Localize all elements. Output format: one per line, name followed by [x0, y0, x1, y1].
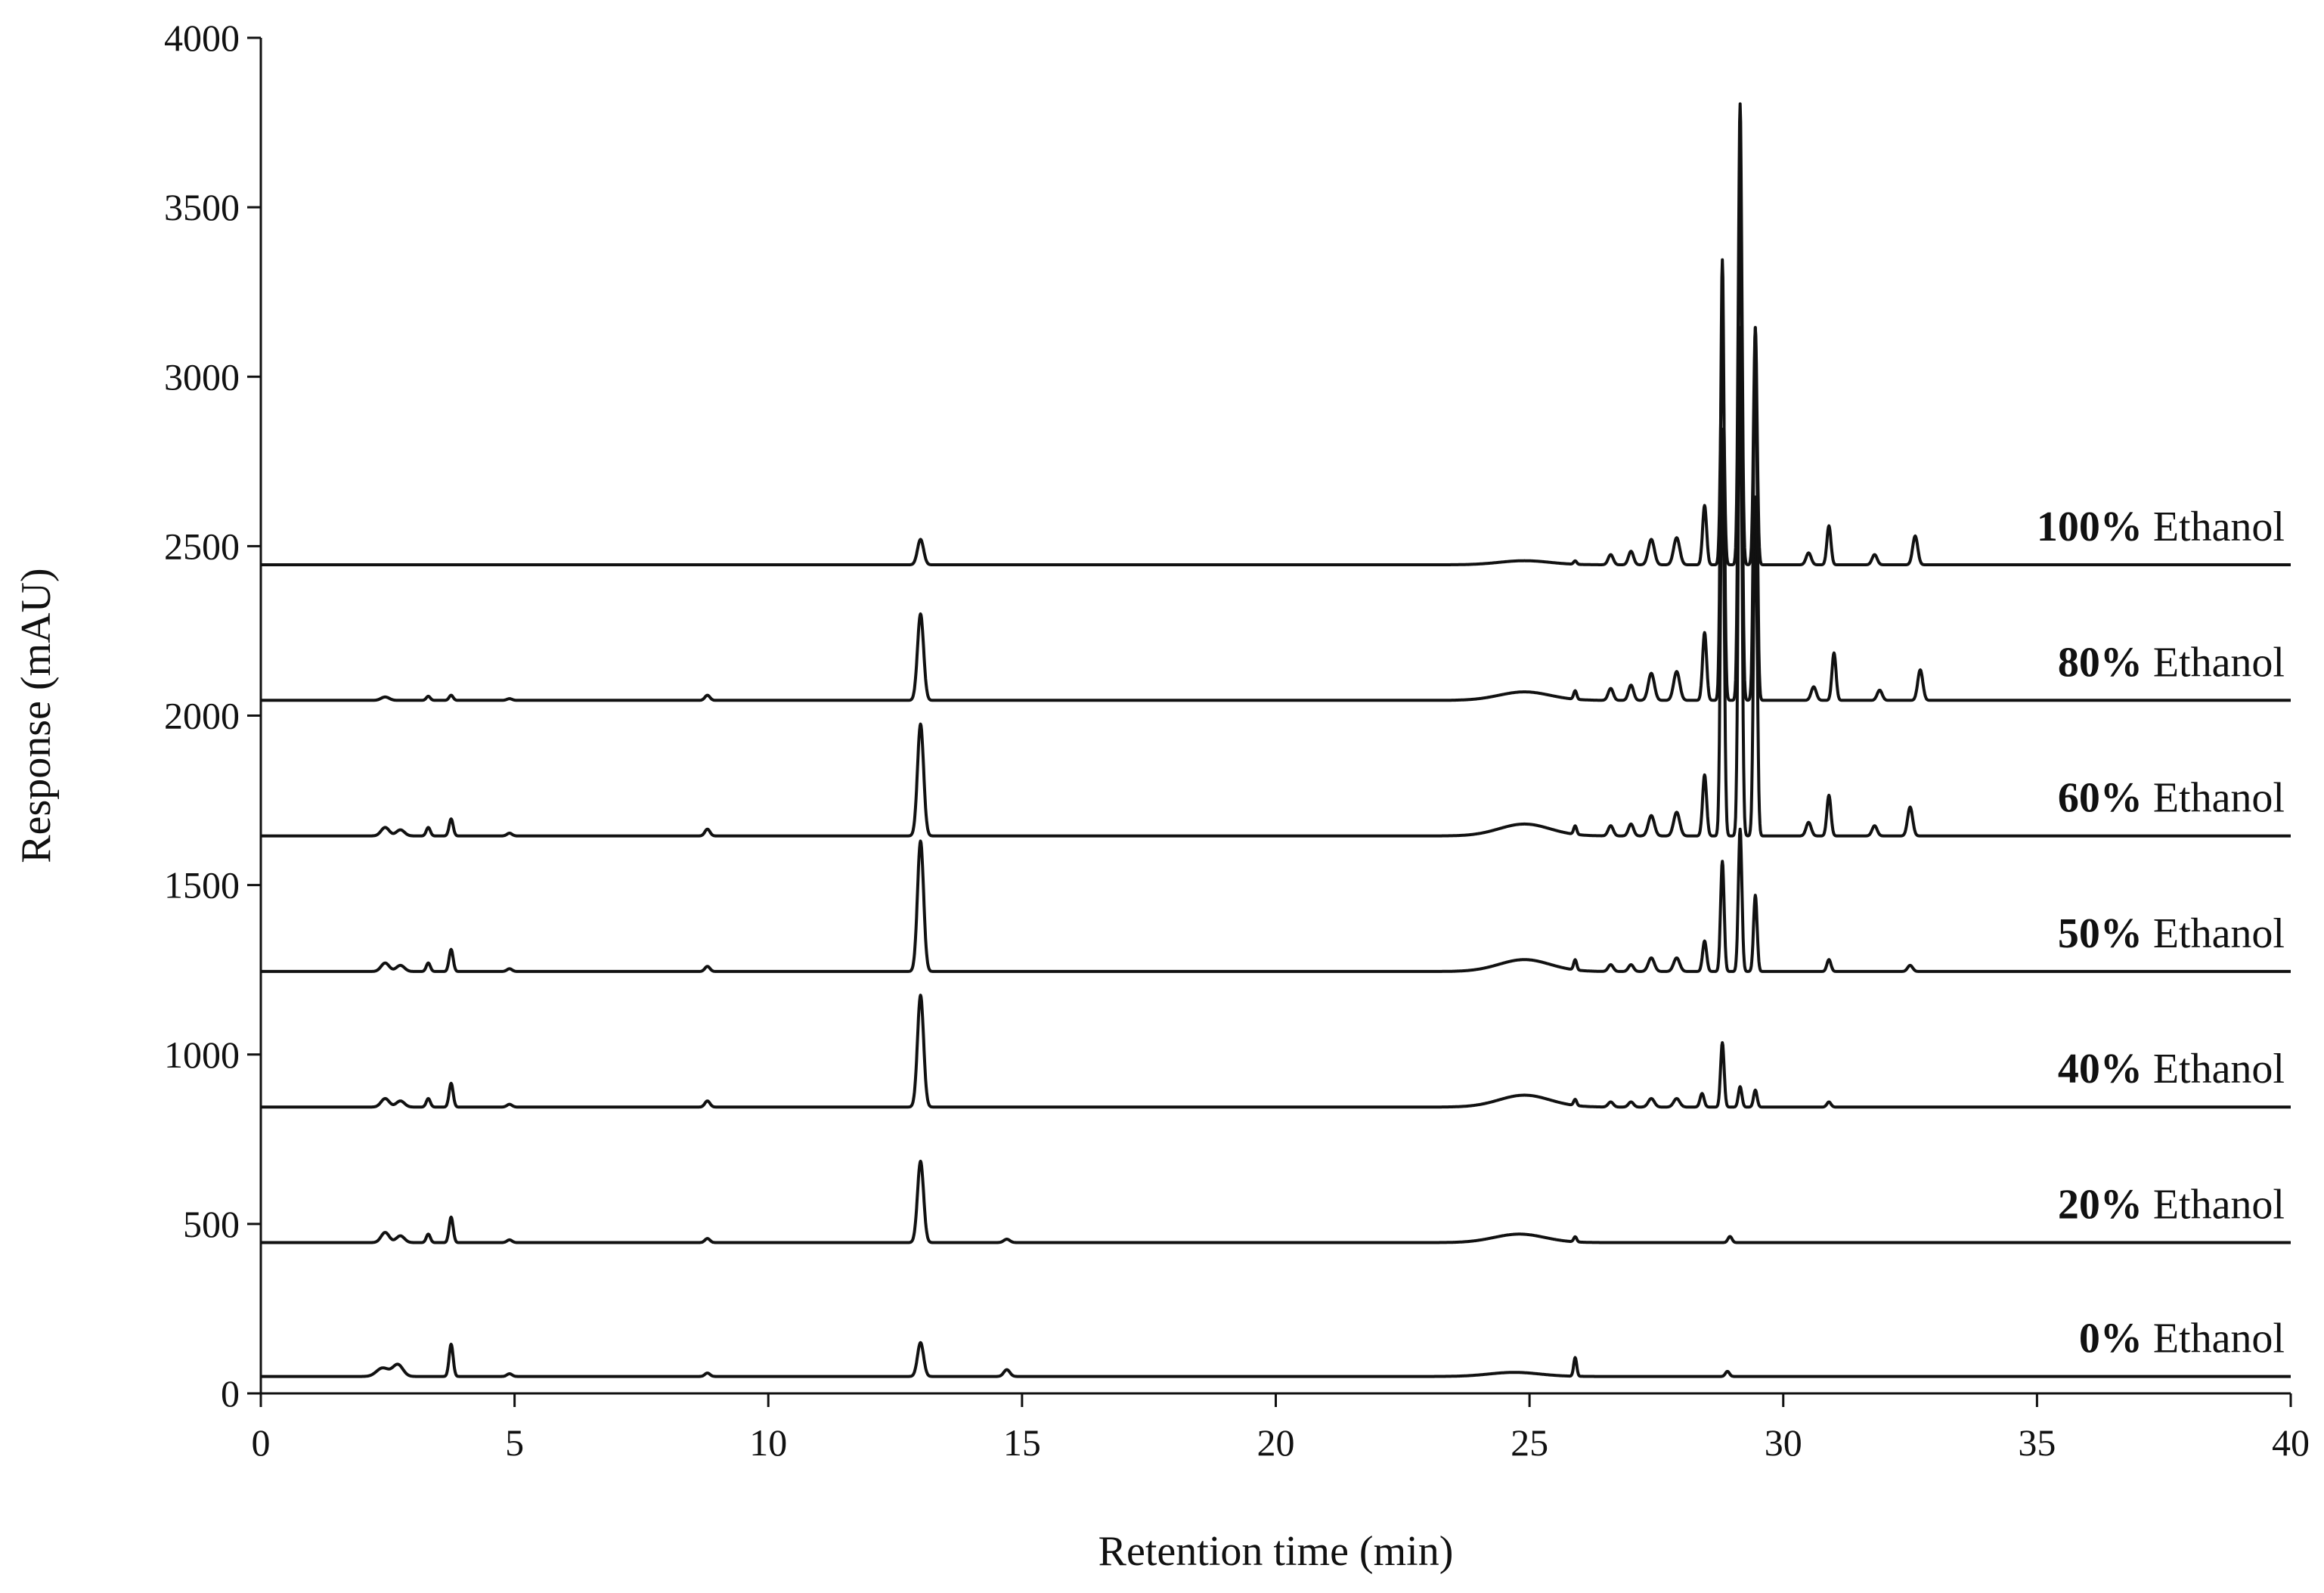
series-label-percent: 80%: [2058, 639, 2143, 686]
series-label-percent: 20%: [2058, 1182, 2143, 1229]
series-label-word: Ethanol: [2143, 1046, 2285, 1092]
series-label-0pct: 0% Ethanol: [2079, 1316, 2285, 1362]
axes: 0 5 10 15 20 25 30 35 40 0 500 1000 1500 2000 2500 300…: [164, 17, 2310, 1464]
series-label-word: Ethanol: [2143, 1182, 2285, 1229]
x-axis-title: Retention time (min): [1098, 1528, 1454, 1575]
series-label-percent: 60%: [2058, 775, 2143, 822]
trace-50pct-ethanol: [259, 827, 2292, 973]
x-tick-label: 20: [1257, 1421, 1295, 1464]
y-tick-label: 1000: [164, 1034, 240, 1076]
y-tick-label: 4000: [164, 17, 240, 59]
trace-40pct-ethanol: [259, 993, 2292, 1109]
series-label-word: Ethanol: [2143, 1316, 2285, 1362]
y-axis-title: Response (mAU): [13, 568, 60, 863]
series-label-percent: 0%: [2079, 1316, 2143, 1362]
series-label-20pct: 20% Ethanol: [2058, 1182, 2285, 1229]
x-tick-label: 0: [252, 1421, 271, 1464]
y-tick-label: 2500: [164, 525, 240, 567]
y-tick-label: 3000: [164, 355, 240, 398]
series-label-percent: 40%: [2058, 1046, 2143, 1092]
series-label-word: Ethanol: [2143, 639, 2285, 686]
series-label-40pct: 40% Ethanol: [2058, 1046, 2285, 1092]
series-label-50pct: 50% Ethanol: [2058, 910, 2285, 957]
y-tick-label: 3500: [164, 186, 240, 228]
y-tick-label: 0: [221, 1372, 240, 1415]
trace-80pct-ethanol: [259, 139, 2292, 702]
trace-20pct-ethanol: [259, 1159, 2292, 1244]
series-label-100pct: 100% Ethanol: [2037, 504, 2285, 550]
x-tick-label: 5: [505, 1421, 524, 1464]
trace-100pct-ethanol: [259, 102, 2292, 566]
series-label-word: Ethanol: [2143, 504, 2285, 550]
y-tick-label: 1500: [164, 864, 240, 907]
x-tick-label: 40: [2272, 1421, 2310, 1464]
x-tick-label: 30: [1765, 1421, 1802, 1464]
series-label-word: Ethanol: [2143, 775, 2285, 822]
x-tick-label: 15: [1003, 1421, 1041, 1464]
y-tick-label: 500: [183, 1203, 240, 1245]
series-label-60pct: 60% Ethanol: [2058, 775, 2285, 822]
series-label-word: Ethanol: [2143, 910, 2285, 957]
plot-area: [259, 102, 2292, 1378]
trace-0pct-ethanol: [259, 1340, 2292, 1378]
series-label-percent: 100%: [2037, 504, 2143, 550]
x-ticks: 0 5 10 15 20 25 30 35 40: [252, 1393, 2310, 1464]
y-tick-label: 2000: [164, 695, 240, 737]
trace-60pct-ethanol: [259, 326, 2292, 838]
x-tick-label: 35: [2018, 1421, 2056, 1464]
x-tick-label: 10: [749, 1421, 787, 1464]
x-tick-label: 25: [1511, 1421, 1548, 1464]
y-ticks: 0 500 1000 1500 2000 2500 3000 3500 4000: [164, 17, 261, 1415]
series-label-percent: 50%: [2058, 910, 2143, 957]
series-label-80pct: 80% Ethanol: [2058, 639, 2285, 686]
